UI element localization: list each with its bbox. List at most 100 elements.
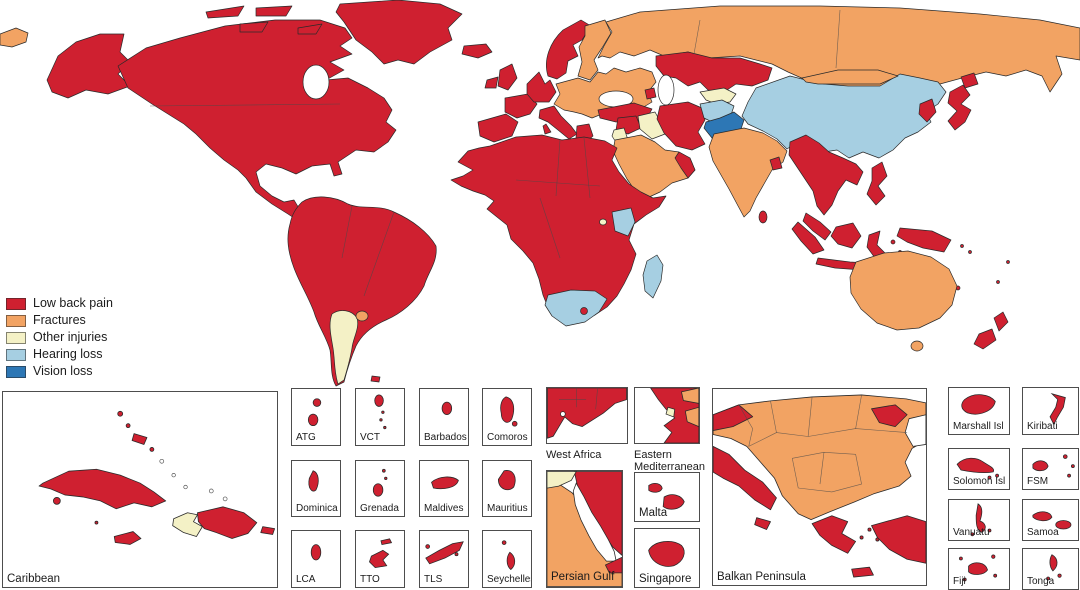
inset-label-comoros: Comoros	[487, 431, 528, 443]
legend-label: Low back pain	[33, 296, 113, 311]
legend-item-other-injuries: Other injuries	[6, 329, 113, 346]
inset-tto: TTO	[355, 530, 405, 588]
inset-label-vanuatu: Vanuatu	[953, 526, 990, 538]
inset-singapore: Singapore	[634, 528, 700, 588]
region-oman-uae	[674, 151, 696, 179]
inset-label-balkan-peninsula: Balkan Peninsula	[717, 570, 806, 583]
legend-item-fractures: Fractures	[6, 312, 113, 329]
inset-grenada: Grenada	[355, 460, 405, 517]
region-alaska	[46, 33, 131, 99]
region-india	[708, 127, 788, 218]
region-uruguay	[355, 310, 369, 322]
inset-label-dominica: Dominica	[296, 502, 338, 514]
inset-label-fsm: FSM	[1027, 475, 1049, 487]
legend-item-low-back-pain: Low back pain	[6, 295, 113, 312]
inset-comoros: Comoros	[482, 388, 532, 446]
inset-label-lca: LCA	[296, 573, 316, 585]
region-south-africa	[544, 289, 608, 327]
inset-label-eastern-mediterranean: Eastern Mediterranean	[634, 449, 705, 474]
inset-label-tls: TLS	[424, 573, 443, 585]
inset-label-solomon-isl: Solomon Isl	[953, 475, 1006, 487]
region-iceland	[461, 43, 493, 59]
region-madagascar	[642, 254, 664, 299]
inset-seychelles: Seychelles	[482, 530, 532, 588]
region-japan	[947, 72, 979, 131]
region-cuba	[38, 468, 167, 510]
region-pacific-islands	[955, 244, 1010, 291]
inset-label-grenada: Grenada	[360, 502, 399, 514]
country-border-lines	[149, 9, 841, 297]
region-moldova	[644, 87, 657, 100]
inset-label-atg: ATG	[296, 431, 316, 443]
region-greenland	[335, 0, 463, 65]
inset-label-barbados: Barbados	[424, 431, 467, 443]
hudson-bay	[302, 64, 330, 100]
region-canadian-arctic	[205, 5, 323, 35]
legend-label: Vision loss	[33, 364, 93, 379]
region-korea	[918, 98, 937, 123]
inset-label-tto: TTO	[360, 573, 380, 585]
inset-persian-gulf: Persian Gulf	[546, 470, 623, 588]
region-mongolia	[801, 69, 899, 85]
inset-label-mauritius: Mauritius	[487, 502, 528, 514]
legend-label: Other injuries	[33, 330, 108, 345]
world-choropleth-map	[0, 0, 1080, 387]
inset-label-singapore: Singapore	[639, 572, 692, 585]
legend-item-hearing-loss: Hearing loss	[6, 346, 113, 363]
caribbean-map	[38, 410, 276, 545]
inset-label-malta: Malta	[639, 506, 668, 519]
inset-label-tonga: Tonga	[1027, 575, 1055, 587]
region-iran	[656, 101, 706, 151]
inset-vanuatu: Vanuatu	[948, 499, 1010, 541]
region-north-america	[117, 19, 397, 223]
region-uganda	[599, 218, 607, 226]
region-southeast-asia	[788, 134, 902, 271]
region-lesotho	[580, 307, 588, 315]
region-bangladesh	[769, 156, 783, 171]
map-legend: Low back pain Fractures Other injuries H…	[6, 295, 113, 380]
inset-label-caribbean: Caribbean	[7, 572, 61, 585]
region-kazakhstan	[655, 51, 773, 93]
inset-label-persian-gulf: Persian Gulf	[551, 570, 615, 583]
legend-label: Hearing loss	[33, 347, 103, 362]
inset-vct: VCT	[355, 388, 405, 446]
inset-maldives: Maldives	[419, 460, 469, 517]
inset-fiji: Fiji	[948, 548, 1010, 590]
inset-solomon-isl: Solomon Isl	[948, 448, 1010, 490]
inset-label-samoa: Samoa	[1027, 526, 1059, 538]
inset-kiribati: Kiribati	[1022, 387, 1079, 435]
region-russia-wrapped	[0, 27, 29, 48]
region-dominican-republic	[197, 506, 258, 539]
inset-fsm: FSM	[1022, 448, 1079, 490]
region-finland-baltics	[577, 19, 612, 81]
vision-loss-swatch-icon	[6, 365, 26, 378]
inset-label-vct: VCT	[360, 431, 380, 443]
inset-dominica: Dominica	[291, 460, 341, 517]
low-back-pain-swatch-icon	[6, 297, 26, 310]
inset-tonga: Tonga	[1022, 548, 1079, 590]
region-falklands	[370, 375, 381, 383]
region-western-europe	[477, 19, 592, 149]
inset-label-west-africa: West Africa	[546, 449, 602, 461]
inset-label-marshall-isl: Marshall Isl	[953, 420, 1004, 432]
inset-samoa: Samoa	[1022, 499, 1079, 541]
region-new-zealand	[973, 311, 1009, 350]
inset-eastern-mediterranean	[634, 387, 700, 444]
hearing-loss-swatch-icon	[6, 348, 26, 361]
fractures-swatch-icon	[6, 314, 26, 327]
legend-label: Fractures	[33, 313, 86, 328]
other-injuries-swatch-icon	[6, 331, 26, 344]
inset-label-kiribati: Kiribati	[1027, 420, 1058, 432]
region-kenya	[611, 207, 636, 237]
region-arabian-peninsula	[612, 134, 696, 199]
inset-label-seychelles: Seychelles	[487, 573, 532, 585]
inset-marshall-isl: Marshall Isl	[948, 387, 1010, 435]
inset-west-africa	[546, 387, 628, 444]
inset-label-fiji: Fiji	[953, 575, 966, 587]
region-papua-new-guinea	[896, 227, 952, 253]
inset-label-maldives: Maldives	[424, 502, 464, 514]
region-south-america	[287, 196, 437, 387]
region-uzbekistan-tajikistan	[699, 87, 737, 105]
inset-lca: LCA	[291, 530, 341, 588]
region-jamaica	[113, 531, 142, 545]
